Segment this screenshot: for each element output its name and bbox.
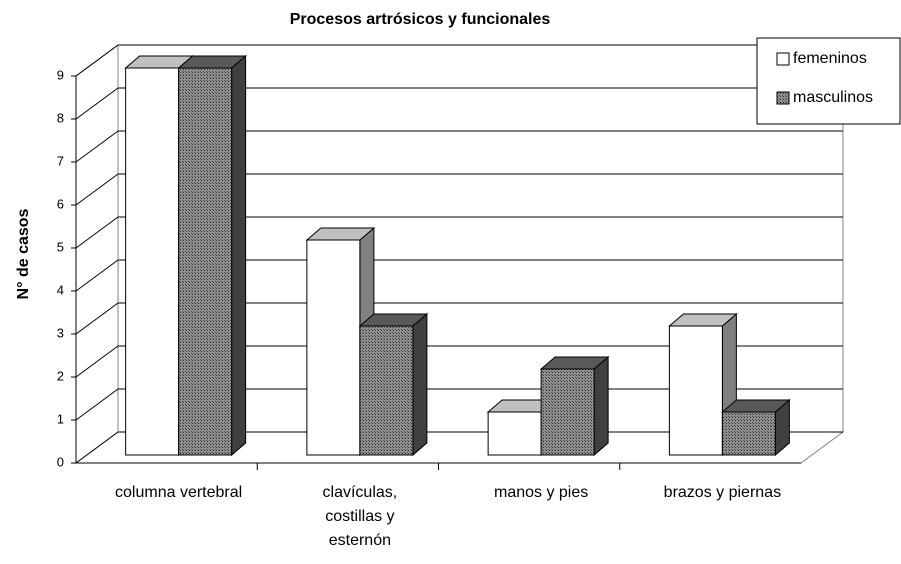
- legend-box: [756, 37, 901, 125]
- x-tick-label: brazos y piernas: [663, 484, 782, 501]
- legend-label: femeninos: [793, 50, 867, 67]
- legend-swatch: [776, 91, 790, 105]
- y-tick-label: 9: [57, 67, 64, 82]
- bar: [721, 398, 791, 457]
- y-tick-label: 0: [57, 454, 64, 469]
- y-tick-label: 2: [57, 368, 64, 383]
- x-tick-label: columna vertebral: [115, 484, 243, 501]
- grid-line: [75, 87, 119, 120]
- grid-line: [75, 431, 119, 464]
- y-tick-label: 5: [57, 239, 64, 254]
- bar: [177, 54, 247, 457]
- grid-line: [75, 259, 119, 292]
- legend-swatch: [776, 52, 790, 66]
- y-tick-label: 8: [57, 110, 64, 125]
- bar: [305, 226, 376, 457]
- bar-side: [412, 312, 428, 457]
- bar-side: [593, 355, 609, 457]
- bar-front: [359, 325, 414, 456]
- legend-label: masculinos: [793, 89, 873, 106]
- grid-line: [75, 345, 119, 378]
- bar: [539, 355, 610, 457]
- grid-line: [75, 388, 119, 421]
- bar-front: [306, 239, 361, 456]
- bar-front: [668, 325, 723, 456]
- y-tick-label: 3: [57, 325, 64, 340]
- x-tick-label-box: clavículas, costillas y esternón: [322, 484, 398, 549]
- grid-line: [75, 216, 119, 249]
- x-tick-label: manos y pies: [493, 484, 589, 501]
- bar-front: [178, 67, 233, 456]
- chart-title: Procesos artrósicos y funcionales: [290, 11, 551, 28]
- bar-side: [231, 54, 247, 457]
- grid-line: [75, 173, 119, 206]
- y-tick-label: 6: [57, 196, 64, 211]
- x-tick-label: clavículas, costillas y esternón: [322, 484, 398, 549]
- x-tick-label-box: brazos y piernas: [663, 484, 782, 501]
- grid-line: [75, 130, 119, 163]
- x-tick-label-box: manos y pies: [493, 484, 589, 501]
- y-tick-label: 4: [57, 282, 64, 297]
- bar-front: [540, 368, 595, 456]
- bar-front: [487, 411, 542, 456]
- bar: [358, 312, 429, 457]
- grid-line: [75, 302, 119, 335]
- y-tick-label: 7: [57, 153, 64, 168]
- y-axis-label: N° de casos: [15, 208, 32, 299]
- bar-front: [721, 411, 776, 456]
- y-tick-label: 1: [57, 411, 64, 426]
- x-tick-label-box: columna vertebral: [115, 484, 243, 501]
- grid-line: [75, 44, 119, 77]
- bar-front: [125, 67, 180, 456]
- bar: [668, 312, 738, 457]
